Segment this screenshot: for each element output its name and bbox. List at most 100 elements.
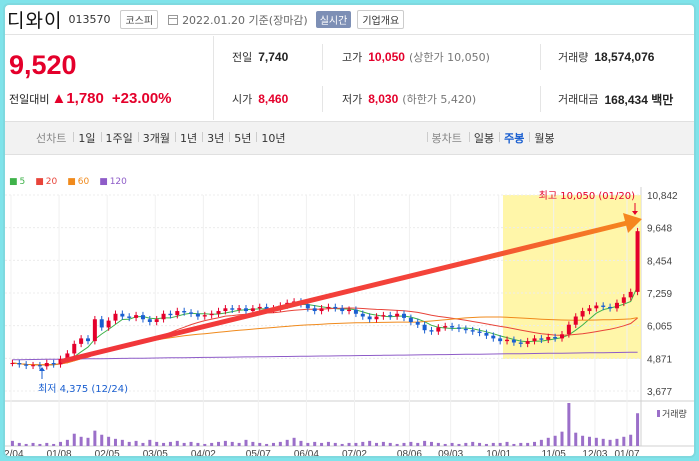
candle-body: [106, 320, 111, 328]
candle-body: [505, 339, 510, 342]
tab-10y[interactable]: 10년: [256, 130, 290, 146]
candle-body: [51, 363, 56, 365]
x-tick-label: 03/05: [143, 449, 168, 458]
x-tick-label: 12/03: [582, 449, 607, 458]
tab-monthly[interactable]: 월봉: [529, 130, 559, 146]
volume-bar: [79, 436, 83, 446]
volume-bar: [478, 442, 482, 446]
tab-3y[interactable]: 3년: [202, 130, 229, 146]
price-change: 전일대비 ▲1,780 +23.00%: [9, 90, 172, 107]
volume-bar: [512, 443, 516, 446]
candle-body: [340, 308, 345, 312]
candle-body: [79, 338, 84, 344]
volume-bar: [292, 437, 296, 446]
candle-body: [532, 338, 537, 342]
volume-bar: [629, 434, 633, 446]
candle-body: [154, 319, 159, 322]
candle-body: [614, 302, 619, 309]
candle-body: [518, 342, 523, 344]
volume-bar: [622, 436, 626, 446]
volume-bar: [52, 443, 56, 446]
prev-close-label: 전일: [232, 51, 253, 64]
ma120-line: [12, 351, 638, 361]
calendar-icon: [168, 14, 179, 25]
volume-bar: [416, 442, 420, 446]
volume-bar: [491, 442, 495, 446]
volume-bar: [306, 442, 310, 446]
quote-row: 전일 7,740 고가 10,050 (상한가 10,050) 거래량 18,5…: [214, 36, 694, 78]
volume: 거래량 18,574,076: [558, 36, 654, 78]
candle-body: [147, 319, 152, 322]
tab-5y[interactable]: 5년: [229, 130, 256, 146]
candle-body: [189, 312, 194, 314]
volume-bar: [395, 443, 399, 446]
volume-bar: [381, 441, 385, 446]
tab-weekly[interactable]: 주봉: [499, 130, 529, 146]
candle-body: [250, 308, 255, 312]
volume-bar: [402, 442, 406, 446]
volume-bar: [265, 443, 269, 446]
volume-bar: [65, 439, 69, 446]
price-chart[interactable]: 10,842 9,648 8,454 7,259 6,065 4,871 3,677 12/0…: [5, 155, 696, 458]
company-info-button[interactable]: 기업개요: [357, 10, 405, 29]
candle-body: [415, 321, 420, 325]
tab-1d[interactable]: 1일: [73, 130, 100, 146]
volume-bar: [326, 441, 330, 446]
x-tick-label: 11/05: [542, 449, 567, 458]
y-tick-label: 3,677: [647, 387, 672, 398]
x-tick-label: 05/07: [246, 449, 271, 458]
tab-1w[interactable]: 1주일: [100, 130, 138, 146]
volume-bar: [175, 440, 179, 446]
candle-body: [539, 338, 544, 340]
volume-bar: [100, 434, 104, 446]
prev-close: 전일 7,740: [232, 36, 288, 78]
candle-body: [608, 306, 613, 309]
candle-body: [429, 330, 434, 332]
candle-body: [37, 365, 42, 367]
volume-bar: [574, 432, 578, 446]
chart-period-tabs: 선차트 1일 1주일 3개월 1년 3년 5년 10년 봉차트 일봉 주봉 월봉: [5, 121, 694, 155]
volume-bar: [223, 440, 227, 446]
candle-body: [436, 327, 441, 332]
change-amount: ▲1,780: [51, 90, 104, 107]
candle-body: [17, 363, 22, 365]
y-tick-label: 8,454: [647, 256, 672, 267]
volume-bar: [615, 438, 619, 446]
candle-body: [58, 358, 63, 365]
volume-bar: [375, 442, 379, 446]
tab-1y[interactable]: 1년: [175, 130, 202, 146]
candle-body: [257, 306, 262, 309]
volume-bar: [546, 437, 550, 446]
volume-bar: [388, 442, 392, 446]
candle-body: [209, 313, 214, 316]
volume-bar: [560, 431, 564, 446]
candle-body: [31, 365, 36, 367]
volume-bar: [45, 442, 49, 446]
candle-body: [635, 231, 640, 292]
candle-body: [484, 332, 489, 336]
realtime-button[interactable]: 실시간: [315, 11, 352, 28]
volume-bar: [450, 442, 454, 446]
candle-body: [353, 309, 358, 314]
quote-table: 전일 7,740 고가 10,050 (상한가 10,050) 거래량 18,5…: [213, 36, 694, 120]
tab-daily[interactable]: 일봉: [468, 130, 499, 146]
volume-bar: [533, 441, 537, 446]
volume-bar: [86, 437, 90, 446]
volume-bar: [251, 441, 255, 446]
volume-bar: [271, 442, 275, 446]
volume-bar: [17, 442, 21, 446]
volume-bar: [127, 441, 131, 446]
candle-body: [223, 308, 228, 312]
candle-body: [24, 364, 29, 366]
tab-3m[interactable]: 3개월: [137, 130, 175, 146]
stock-widget: 디와이 013570 코스피 2022.01.20 기준(장마감) 실시간 기업…: [3, 3, 696, 458]
high-marker-tip: [632, 211, 638, 215]
volume-bar: [113, 438, 117, 446]
volume-bar: [601, 438, 605, 446]
volume-bar: [471, 441, 475, 446]
stock-name[interactable]: 디와이: [7, 10, 63, 32]
candle-body: [99, 319, 104, 328]
candle-body: [264, 306, 269, 310]
candle-body: [86, 338, 90, 342]
quote-date: 2022.01.20 기준(장마감): [182, 13, 308, 27]
